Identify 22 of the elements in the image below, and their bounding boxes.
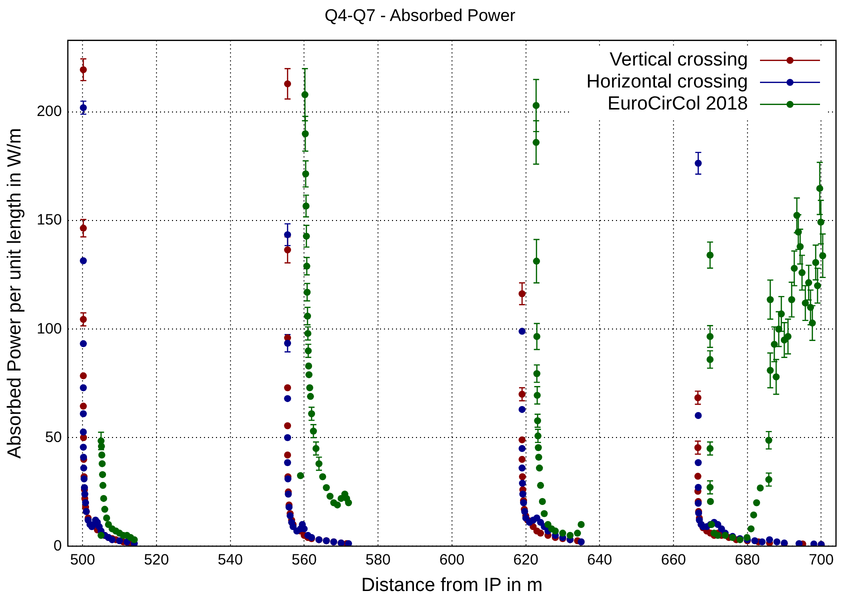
chart-title: Q4-Q7 - Absorbed Power bbox=[324, 6, 516, 25]
x-tick-label: 660 bbox=[660, 551, 686, 568]
legend-label: Vertical crossing bbox=[610, 50, 748, 71]
y-tick-label: 150 bbox=[36, 212, 62, 229]
x-tick-label: 680 bbox=[734, 551, 760, 568]
y-tick-label: 200 bbox=[36, 103, 62, 120]
y-axis-title: Absorbed Power per unit length in W/m bbox=[4, 128, 26, 459]
x-tick-label: 600 bbox=[439, 551, 464, 568]
legend-label: Horizontal crossing bbox=[586, 72, 748, 93]
x-tick-label: 560 bbox=[292, 551, 317, 568]
x-tick-label: 620 bbox=[513, 551, 538, 568]
x-axis-title: Distance from IP in m bbox=[361, 574, 543, 596]
x-tick-label: 500 bbox=[70, 551, 96, 568]
x-tick-label: 520 bbox=[144, 551, 169, 568]
x-tick-label: 580 bbox=[366, 551, 391, 568]
y-tick-label: 100 bbox=[36, 320, 62, 338]
y-tick-label: 50 bbox=[45, 428, 62, 446]
x-tick-label: 540 bbox=[218, 551, 243, 568]
x-tick-label: 640 bbox=[587, 551, 612, 568]
legend-label: EuroCirCol 2018 bbox=[608, 94, 748, 115]
y-tick-label: 0 bbox=[53, 537, 62, 554]
x-tick-label: 700 bbox=[808, 551, 834, 568]
